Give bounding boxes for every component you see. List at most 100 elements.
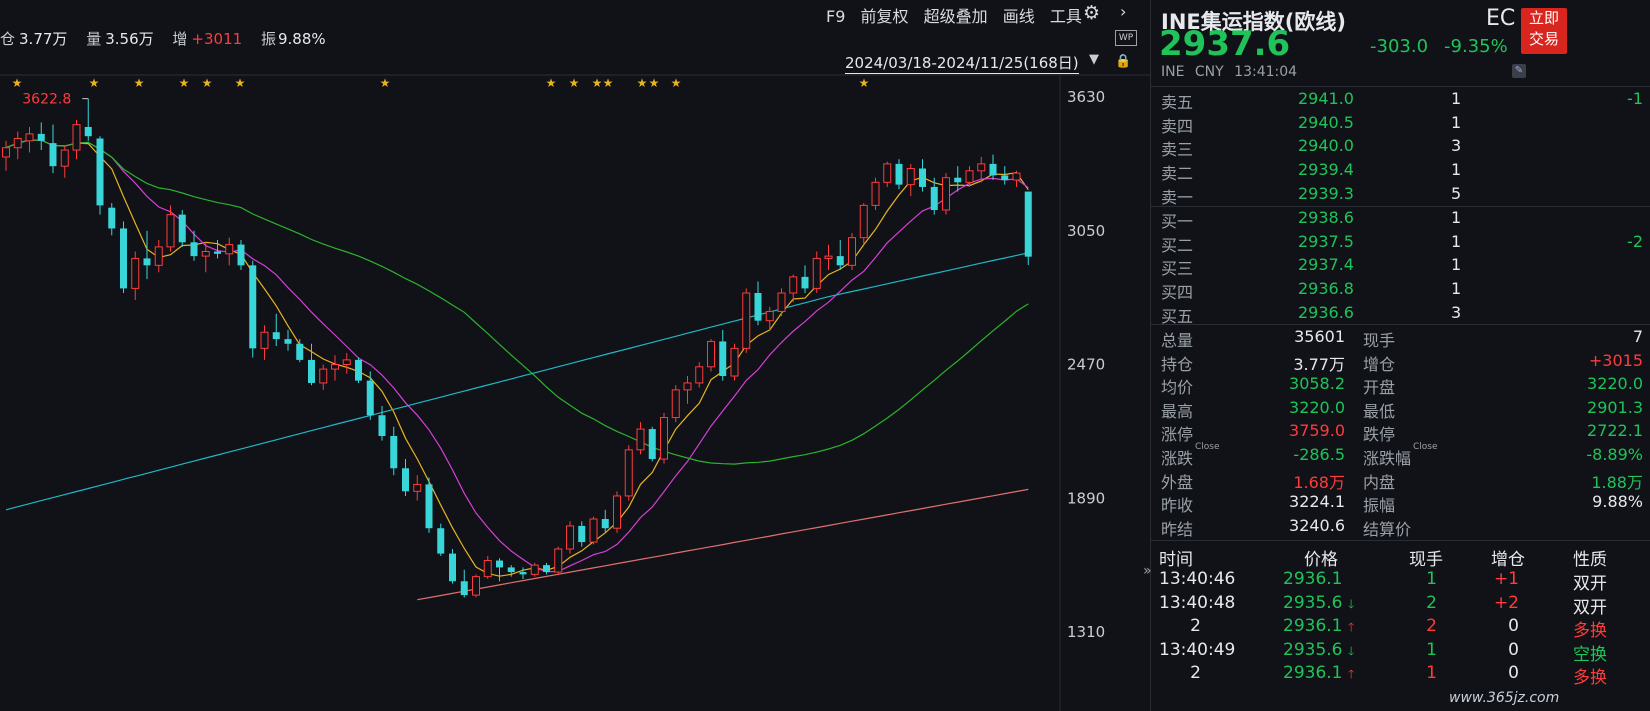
order-book-row[interactable]: 买四 2936.8 1 bbox=[1151, 279, 1650, 303]
overlay-button[interactable]: 超级叠加 bbox=[923, 7, 988, 26]
candle[interactable] bbox=[390, 435, 398, 469]
candle[interactable] bbox=[1001, 175, 1009, 181]
candle[interactable] bbox=[483, 560, 492, 578]
event-star-icon[interactable]: ★ bbox=[202, 76, 213, 90]
candle[interactable] bbox=[989, 163, 997, 176]
candle[interactable] bbox=[84, 126, 92, 137]
candle[interactable] bbox=[366, 380, 374, 416]
candle[interactable] bbox=[824, 255, 833, 259]
candle[interactable] bbox=[284, 339, 292, 344]
candle[interactable] bbox=[2, 147, 10, 158]
order-book-row[interactable]: 卖三 2940.0 3 bbox=[1151, 136, 1650, 160]
candle[interactable] bbox=[871, 181, 880, 206]
draw-button[interactable]: 画线 bbox=[1002, 7, 1035, 26]
order-book-row[interactable]: 卖一 2939.3 5 bbox=[1151, 184, 1650, 208]
f9-button[interactable]: F9 bbox=[826, 7, 846, 26]
candle[interactable] bbox=[449, 553, 456, 582]
candle[interactable] bbox=[25, 133, 34, 142]
event-star-icon[interactable]: ★ bbox=[859, 76, 870, 90]
candle[interactable] bbox=[342, 359, 351, 366]
candle[interactable] bbox=[671, 389, 680, 419]
candle[interactable] bbox=[636, 428, 645, 451]
candle[interactable] bbox=[812, 257, 821, 289]
candle[interactable] bbox=[695, 366, 704, 384]
edit-icon[interactable]: ✎ bbox=[1512, 64, 1526, 78]
candle[interactable] bbox=[319, 368, 328, 384]
order-book-row[interactable]: 买五 2936.6 3 bbox=[1151, 303, 1650, 327]
candle[interactable] bbox=[331, 364, 339, 370]
candle[interactable] bbox=[930, 186, 938, 210]
candle[interactable] bbox=[437, 528, 445, 554]
tools-button[interactable]: 工具 bbox=[1049, 7, 1082, 26]
event-star-icon[interactable]: ★ bbox=[12, 76, 23, 90]
candle[interactable] bbox=[460, 581, 468, 596]
candle[interactable] bbox=[166, 214, 175, 248]
candle[interactable] bbox=[906, 167, 915, 186]
order-book-row[interactable]: 卖二 2939.4 1 bbox=[1151, 160, 1650, 184]
candle[interactable] bbox=[378, 415, 386, 436]
candle[interactable] bbox=[919, 168, 926, 187]
wp-icon[interactable]: WP bbox=[1115, 30, 1137, 46]
candle[interactable] bbox=[765, 310, 774, 322]
candle[interactable] bbox=[120, 228, 127, 289]
candle[interactable] bbox=[660, 417, 668, 460]
candle[interactable] bbox=[519, 572, 527, 575]
candle[interactable] bbox=[296, 343, 304, 360]
event-star-icon[interactable]: ★ bbox=[637, 76, 648, 90]
dropdown-triangle-icon[interactable]: ▼ bbox=[1089, 52, 1099, 67]
candle[interactable] bbox=[96, 138, 104, 206]
candle[interactable] bbox=[648, 429, 656, 460]
event-star-icon[interactable]: ★ bbox=[546, 76, 557, 90]
event-star-icon[interactable]: ★ bbox=[671, 76, 682, 90]
candle[interactable] bbox=[507, 567, 515, 573]
candle[interactable] bbox=[777, 292, 786, 312]
candle[interactable] bbox=[308, 359, 315, 383]
order-book-row[interactable]: 买一 2938.6 1 bbox=[1151, 208, 1650, 232]
candle[interactable] bbox=[249, 265, 257, 349]
event-star-icon[interactable]: ★ bbox=[89, 76, 100, 90]
candle[interactable] bbox=[601, 519, 609, 529]
candle[interactable] bbox=[214, 251, 221, 254]
event-star-icon[interactable]: ★ bbox=[603, 76, 614, 90]
candle[interactable] bbox=[237, 244, 245, 266]
candle[interactable] bbox=[624, 449, 633, 497]
candle[interactable] bbox=[554, 548, 563, 573]
candle[interactable] bbox=[836, 256, 844, 266]
candle[interactable] bbox=[108, 207, 116, 229]
candle[interactable] bbox=[1012, 172, 1021, 181]
candle[interactable] bbox=[859, 204, 868, 239]
candle[interactable] bbox=[13, 138, 22, 149]
candle[interactable] bbox=[72, 124, 81, 151]
event-star-icon[interactable]: ★ bbox=[134, 76, 145, 90]
candle[interactable] bbox=[131, 257, 140, 289]
candle[interactable] bbox=[1024, 191, 1032, 257]
date-range[interactable]: 2024/03/18-2024/11/25(168日) bbox=[845, 54, 1079, 74]
candle[interactable] bbox=[37, 133, 45, 141]
order-book-row[interactable]: 卖四 2940.5 1 bbox=[1151, 113, 1650, 137]
event-star-icon[interactable]: ★ bbox=[649, 76, 660, 90]
candle[interactable] bbox=[60, 149, 69, 167]
candle[interactable] bbox=[730, 347, 739, 377]
candle[interactable] bbox=[530, 564, 539, 575]
candle[interactable] bbox=[589, 518, 598, 543]
candle[interactable] bbox=[260, 331, 269, 349]
event-star-icon[interactable]: ★ bbox=[592, 76, 603, 90]
candle[interactable] bbox=[154, 246, 163, 266]
candle[interactable] bbox=[355, 359, 362, 381]
candle[interactable] bbox=[707, 340, 715, 368]
candle[interactable] bbox=[977, 163, 986, 172]
candle[interactable] bbox=[225, 244, 234, 255]
candle[interactable] bbox=[178, 214, 186, 243]
candle[interactable] bbox=[613, 495, 621, 529]
candle[interactable] bbox=[848, 237, 856, 266]
candle[interactable] bbox=[272, 332, 280, 340]
candle[interactable] bbox=[954, 177, 962, 183]
candle[interactable] bbox=[49, 143, 57, 167]
candle[interactable] bbox=[566, 525, 574, 550]
lock-icon[interactable]: 🔒 bbox=[1115, 54, 1132, 69]
candle[interactable] bbox=[719, 341, 727, 377]
gear-icon[interactable]: ⚙ bbox=[1083, 2, 1101, 24]
candle[interactable] bbox=[472, 576, 480, 596]
candle[interactable] bbox=[683, 382, 692, 391]
